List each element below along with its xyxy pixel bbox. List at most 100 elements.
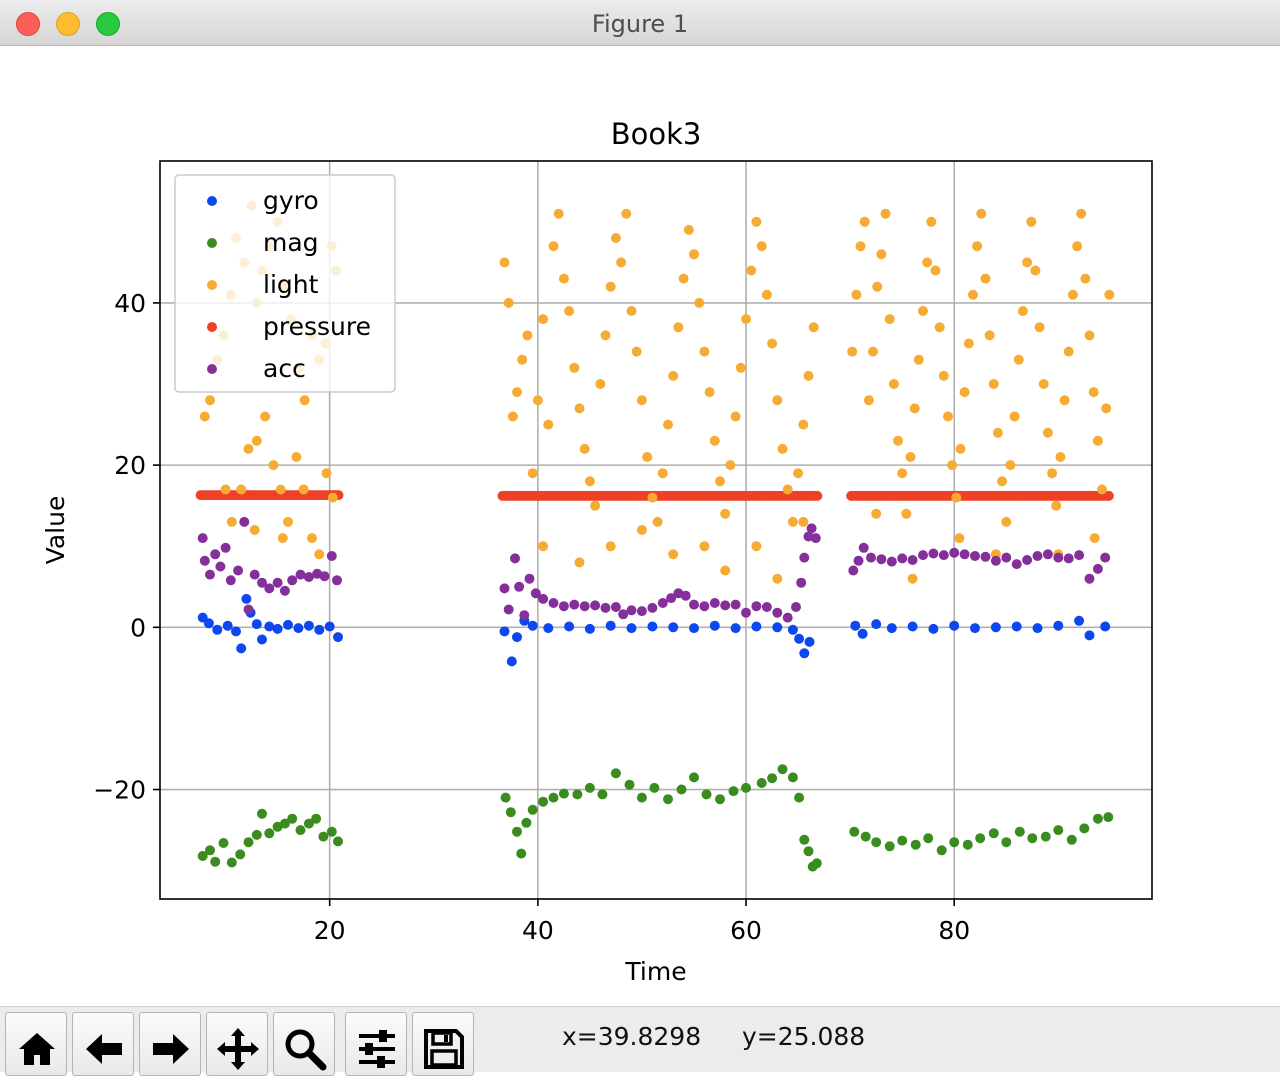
acc-point xyxy=(949,547,960,558)
light-point xyxy=(855,241,866,252)
light-point xyxy=(647,492,658,503)
light-point xyxy=(959,387,970,398)
back-arrow-icon xyxy=(86,1034,122,1064)
light-point xyxy=(642,452,653,462)
gyro-point xyxy=(794,633,805,644)
minimize-window-button[interactable] xyxy=(56,12,80,36)
mag-point xyxy=(311,813,322,824)
pressure-point xyxy=(1103,490,1114,501)
legend-box xyxy=(174,174,396,393)
acc-point xyxy=(689,599,699,610)
acc-point xyxy=(524,573,535,584)
mag-point xyxy=(1053,825,1064,836)
configure-subplots-icon xyxy=(359,1030,395,1068)
save-icon xyxy=(424,1029,464,1069)
gyro-point xyxy=(689,623,699,634)
legend-marker-acc xyxy=(207,364,217,374)
back-button[interactable] xyxy=(72,1012,134,1076)
light-point xyxy=(930,265,941,276)
save-button[interactable] xyxy=(412,1012,474,1076)
acc-point xyxy=(295,569,306,580)
light-point xyxy=(901,508,912,519)
light-point xyxy=(199,411,210,422)
gyro-point xyxy=(272,623,283,634)
home-button[interactable] xyxy=(5,1012,67,1076)
light-point xyxy=(663,419,673,430)
maximize-window-button[interactable] xyxy=(96,12,120,36)
legend-label-gyro: gyro xyxy=(263,186,319,215)
figure-canvas[interactable]: 20 40 60 80 −20 0 20 40 Book3 Time Value gyro ma… xyxy=(0,46,1280,1006)
acc-point xyxy=(249,569,260,580)
acc-point xyxy=(1084,573,1095,584)
acc-point xyxy=(225,575,236,586)
light-point xyxy=(299,395,310,406)
mag-point xyxy=(624,779,635,790)
mag-point xyxy=(1027,833,1038,844)
light-point xyxy=(499,257,510,268)
mag-point xyxy=(777,764,788,775)
light-point xyxy=(720,508,731,519)
forward-button[interactable] xyxy=(139,1012,201,1076)
light-point xyxy=(972,241,983,252)
configure-subplots-button[interactable] xyxy=(345,1012,407,1076)
mag-point xyxy=(811,858,822,869)
acc-point xyxy=(519,610,530,621)
zoom-button[interactable] xyxy=(273,1012,335,1076)
mag-point xyxy=(610,768,621,779)
gyro-point xyxy=(333,632,343,643)
acc-point xyxy=(730,599,741,610)
light-point xyxy=(277,533,288,544)
mag-point xyxy=(636,792,647,803)
close-window-button[interactable] xyxy=(16,12,40,36)
light-point xyxy=(720,565,731,576)
light-point xyxy=(1076,208,1087,219)
gyro-point xyxy=(647,621,658,632)
light-point xyxy=(751,541,762,552)
light-point xyxy=(1005,460,1016,471)
light-point xyxy=(621,208,632,219)
gyro-point xyxy=(264,621,275,632)
light-point xyxy=(871,508,882,519)
acc-point xyxy=(1032,551,1043,561)
light-point xyxy=(980,273,991,284)
gyro-point xyxy=(241,593,252,604)
mag-point xyxy=(1014,826,1025,837)
mag-point xyxy=(1066,834,1077,845)
zoom-icon xyxy=(285,1029,327,1071)
pan-button[interactable] xyxy=(206,1012,268,1076)
light-point xyxy=(984,330,995,341)
mag-point xyxy=(318,831,329,842)
acc-point xyxy=(720,600,731,611)
gyro-point xyxy=(709,620,720,631)
light-point xyxy=(851,289,862,300)
legend-label-pressure: pressure xyxy=(263,312,371,341)
light-point xyxy=(564,306,575,316)
acc-point xyxy=(210,549,221,560)
acc-point xyxy=(709,598,720,608)
mag-point xyxy=(527,804,538,815)
light-point xyxy=(1026,216,1037,227)
gyro-point xyxy=(949,620,960,631)
acc-point xyxy=(897,553,908,564)
light-point xyxy=(988,379,999,389)
mag-point xyxy=(505,807,516,818)
light-point xyxy=(626,306,637,316)
mag-point xyxy=(1040,831,1051,842)
light-point xyxy=(553,208,564,219)
light-point xyxy=(1092,435,1103,446)
gyro-point xyxy=(730,623,741,634)
acc-point xyxy=(279,585,290,596)
pan-move-icon xyxy=(217,1028,259,1070)
pressure-series xyxy=(195,490,1114,501)
light-point xyxy=(512,387,522,398)
mag-point xyxy=(799,834,810,845)
acc-point xyxy=(610,602,621,612)
acc-point xyxy=(990,555,1001,566)
gyro-point xyxy=(499,626,510,637)
mag-point xyxy=(548,792,559,803)
light-point xyxy=(275,484,286,495)
gyro-point xyxy=(203,618,214,629)
light-point xyxy=(327,492,338,503)
mag-point xyxy=(226,857,237,868)
mag-point xyxy=(676,784,687,795)
